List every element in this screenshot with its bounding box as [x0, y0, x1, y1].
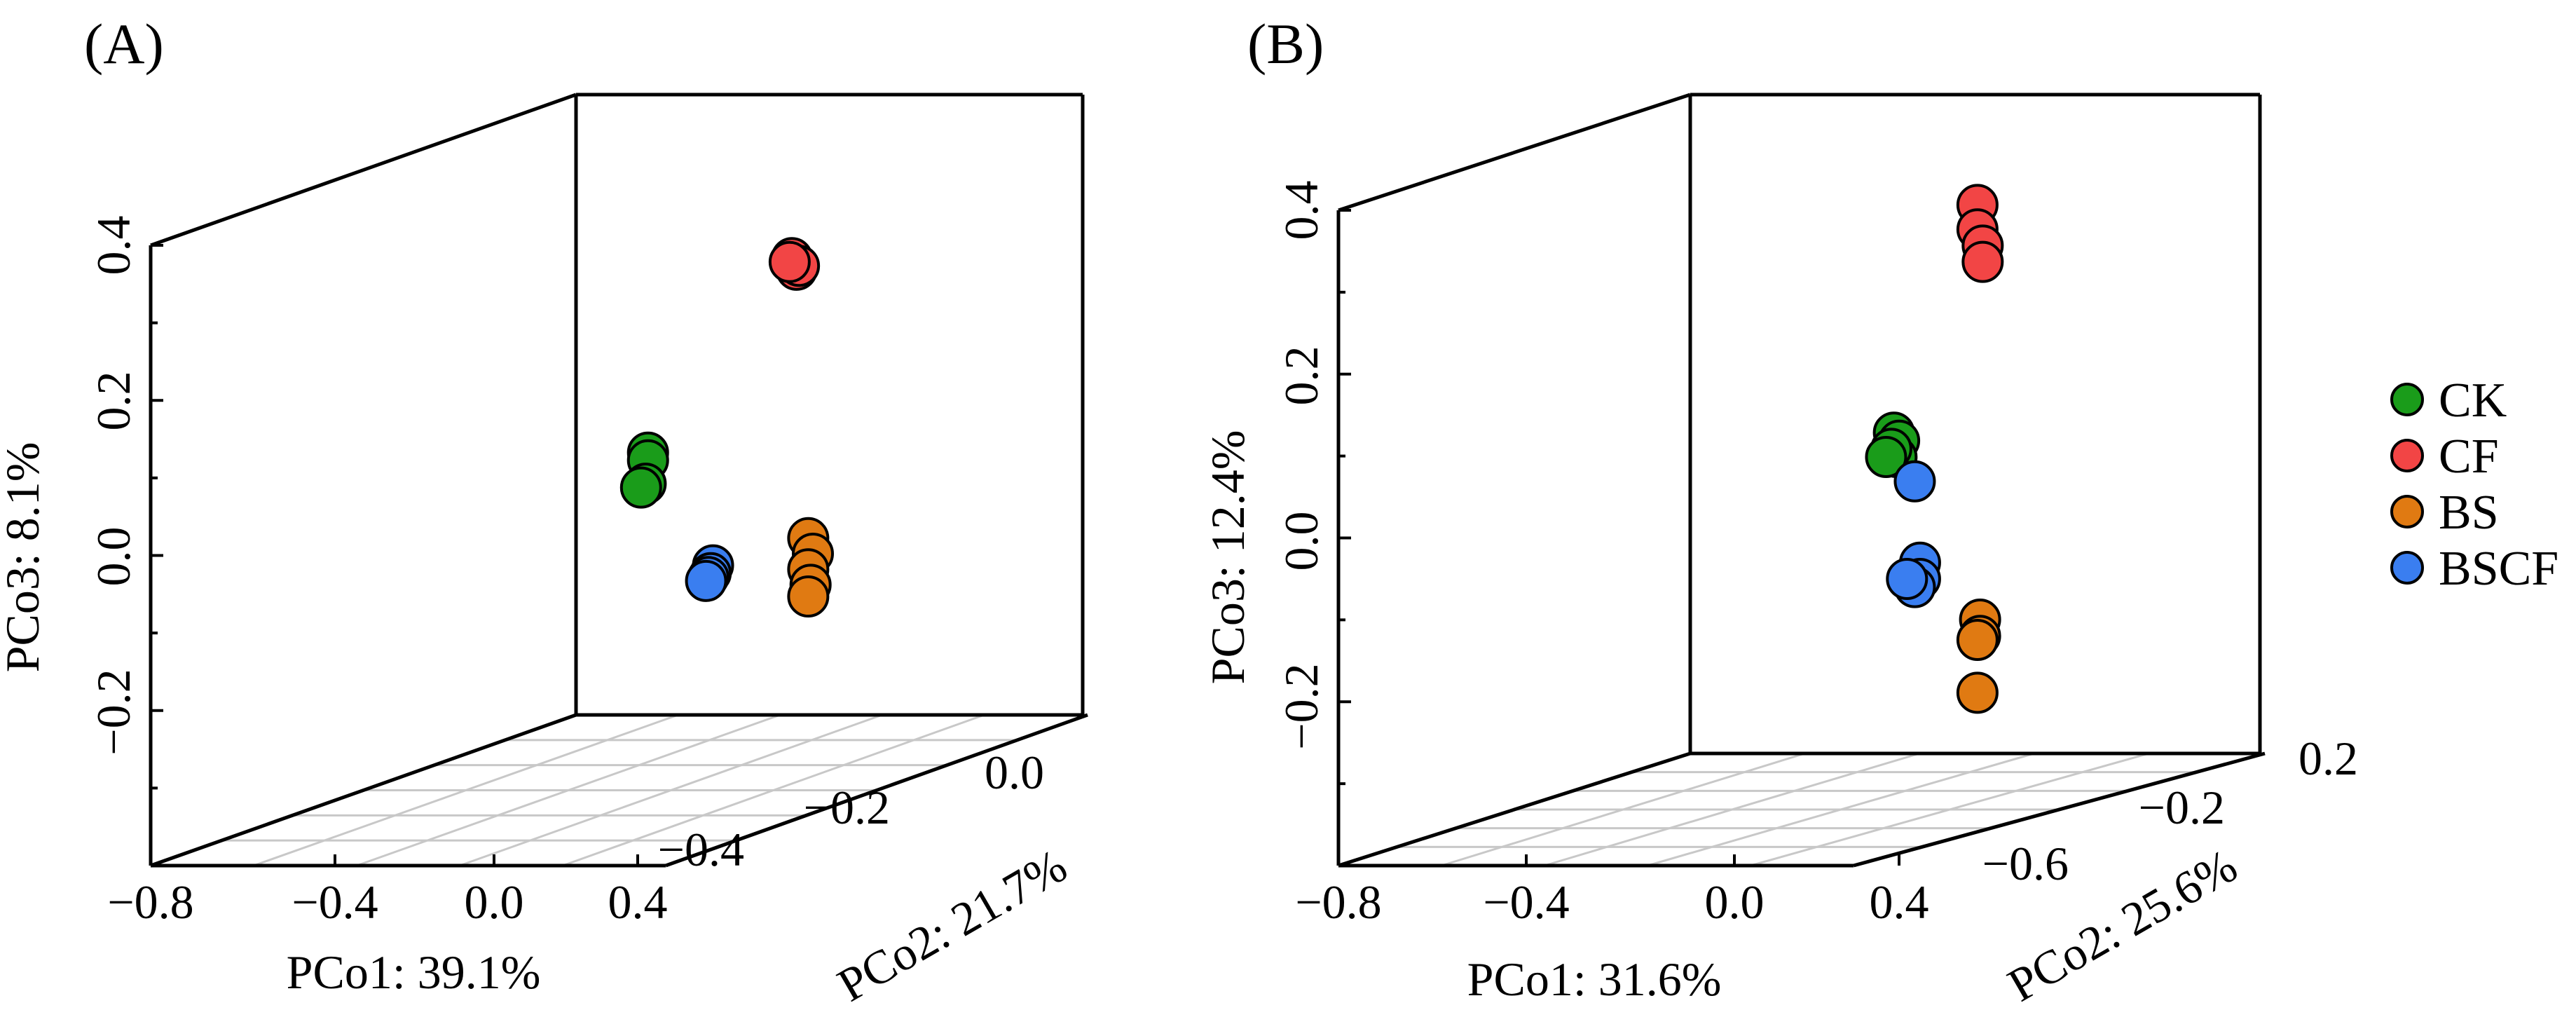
data-point-cf	[768, 240, 811, 283]
data-point-ck	[619, 466, 662, 509]
legend-label: BS	[2439, 486, 2499, 540]
data-point-bs	[1956, 619, 1999, 661]
x-tick-label: −0.8	[107, 875, 193, 929]
legend-marker-cf	[2390, 439, 2424, 472]
axis-frame-line	[1338, 93, 1691, 212]
floor-grid-line	[356, 714, 781, 867]
axis-frame-line	[150, 713, 577, 868]
floor-grid-line	[253, 714, 679, 867]
y-axis-label: PCo2: 21.7%	[828, 838, 1075, 1011]
floor-grid-line	[562, 714, 985, 867]
x-tick-label: −0.4	[292, 875, 378, 929]
floor-grid-line	[1750, 752, 2149, 867]
z-tick-label: −0.2	[1275, 663, 1328, 749]
x-tick-label: −0.8	[1295, 875, 1381, 929]
floor-grid-line	[1647, 752, 2035, 867]
legend-marker-bs	[2390, 495, 2424, 528]
x-tick-label: 0.0	[1705, 875, 1765, 929]
axis-frame-line	[665, 713, 1088, 868]
x-tick-label: 0.4	[1870, 875, 1929, 929]
data-point-bs	[787, 575, 830, 618]
x-tick-label: −0.4	[1483, 875, 1569, 929]
z-tick-label: 0.2	[87, 371, 140, 431]
axis-frame-line	[1853, 751, 2266, 868]
z-tick-label: 0.0	[87, 527, 140, 587]
x-tick-label: 0.0	[465, 875, 524, 929]
legend-marker-bscf	[2390, 551, 2424, 585]
data-point-ck	[1865, 436, 1907, 478]
x-axis-label: PCo1: 31.6%	[1467, 953, 1722, 1006]
y-tick-label: −0.2	[2139, 781, 2225, 834]
x-tick-label: 0.4	[608, 875, 668, 929]
y-tick-label: 0.2	[2298, 732, 2358, 785]
z-tick-label: 0.2	[1275, 346, 1328, 406]
z-tick-label: 0.4	[1275, 181, 1328, 240]
floor-grid-line	[459, 714, 883, 867]
z-axis-label: PCo3: 12.4%	[1201, 430, 1254, 685]
data-point-bs	[1956, 671, 1999, 714]
axis-frame-line	[150, 93, 577, 247]
x-axis-label: PCo1: 39.1%	[287, 946, 541, 999]
y-tick-label: −0.4	[658, 823, 744, 876]
legend-label: CF	[2439, 430, 2499, 484]
data-point-bscf	[1893, 460, 1936, 503]
z-tick-label: 0.4	[87, 216, 140, 275]
y-tick-label: −0.6	[1982, 837, 2069, 890]
floor-grid-line	[1544, 752, 1920, 867]
panel-label: (B)	[1247, 12, 1324, 76]
y-tick-label: −0.2	[804, 781, 890, 834]
y-tick-label: 0.0	[985, 746, 1044, 799]
panel-a: (A)−0.8 −0.4 0.0 0.4−0.4−0.20.00.40.20.0−0.…	[0, 12, 1088, 1012]
legend-label: CK	[2439, 374, 2507, 428]
z-tick-label: 0.0	[1275, 512, 1328, 571]
floor-grid-line	[1441, 752, 1806, 867]
z-axis-label: PCo3: 8.1%	[0, 442, 49, 673]
legend-label: BSCF	[2439, 542, 2558, 596]
axis-frame-line	[1338, 751, 1691, 868]
data-point-bscf	[1886, 558, 1928, 600]
legend-marker-ck	[2390, 383, 2424, 416]
z-tick-label: −0.2	[87, 669, 140, 755]
panel-b: (B) −0.8 −0.4 0.0 0.4 −0.6 −0.2 0.2 0.4 0.2 0.0 −0.…	[1201, 12, 2358, 1012]
data-point-bscf	[685, 559, 727, 602]
data-point-cf	[1961, 240, 2004, 283]
panel-label: (A)	[84, 12, 164, 76]
